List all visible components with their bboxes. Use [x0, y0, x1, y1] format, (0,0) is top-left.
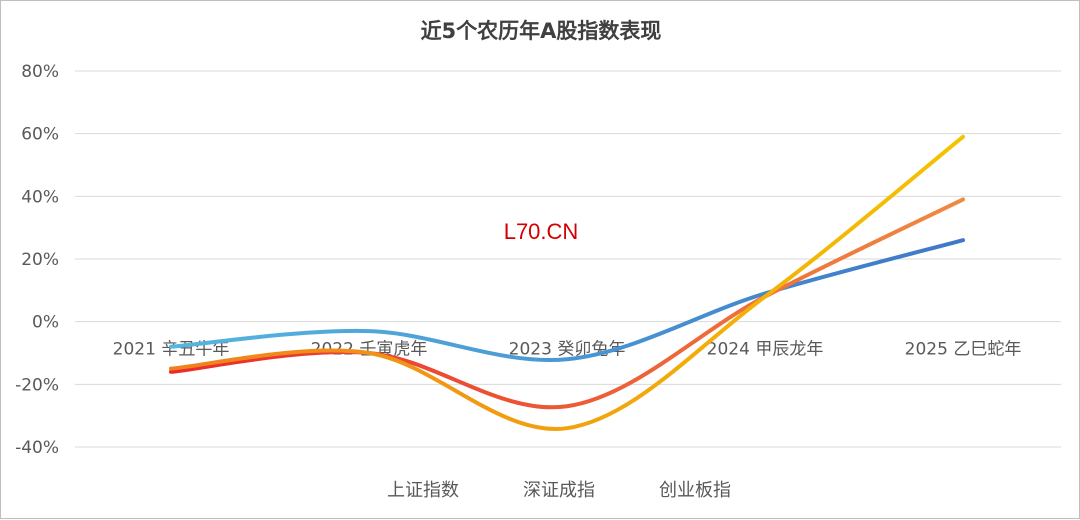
y-tick-label: 0%	[32, 313, 59, 333]
x-tick-label: 2022 壬寅虎年	[311, 340, 428, 360]
series-line-2	[169, 197, 965, 410]
y-tick-label: 40%	[21, 187, 59, 207]
series-line-3	[169, 134, 965, 432]
x-tick-label: 2025 乙巳蛇年	[905, 340, 1022, 360]
y-tick-label: 60%	[21, 125, 59, 145]
legend-label: 上证指数	[387, 480, 459, 501]
legend-label: 深证成指	[523, 480, 595, 501]
y-tick-label: -20%	[15, 375, 59, 395]
y-tick-label: 80%	[21, 62, 59, 82]
watermark-text: L70.CN	[504, 219, 579, 244]
series-line-1	[169, 238, 965, 363]
y-tick-label: -40%	[15, 438, 59, 458]
x-tick-label: 2024 甲辰龙年	[707, 340, 824, 360]
chart-title: 近5个农历年A股指数表现	[421, 19, 662, 43]
y-tick-label: 20%	[21, 250, 59, 270]
legend-label: 创业板指	[659, 480, 731, 501]
